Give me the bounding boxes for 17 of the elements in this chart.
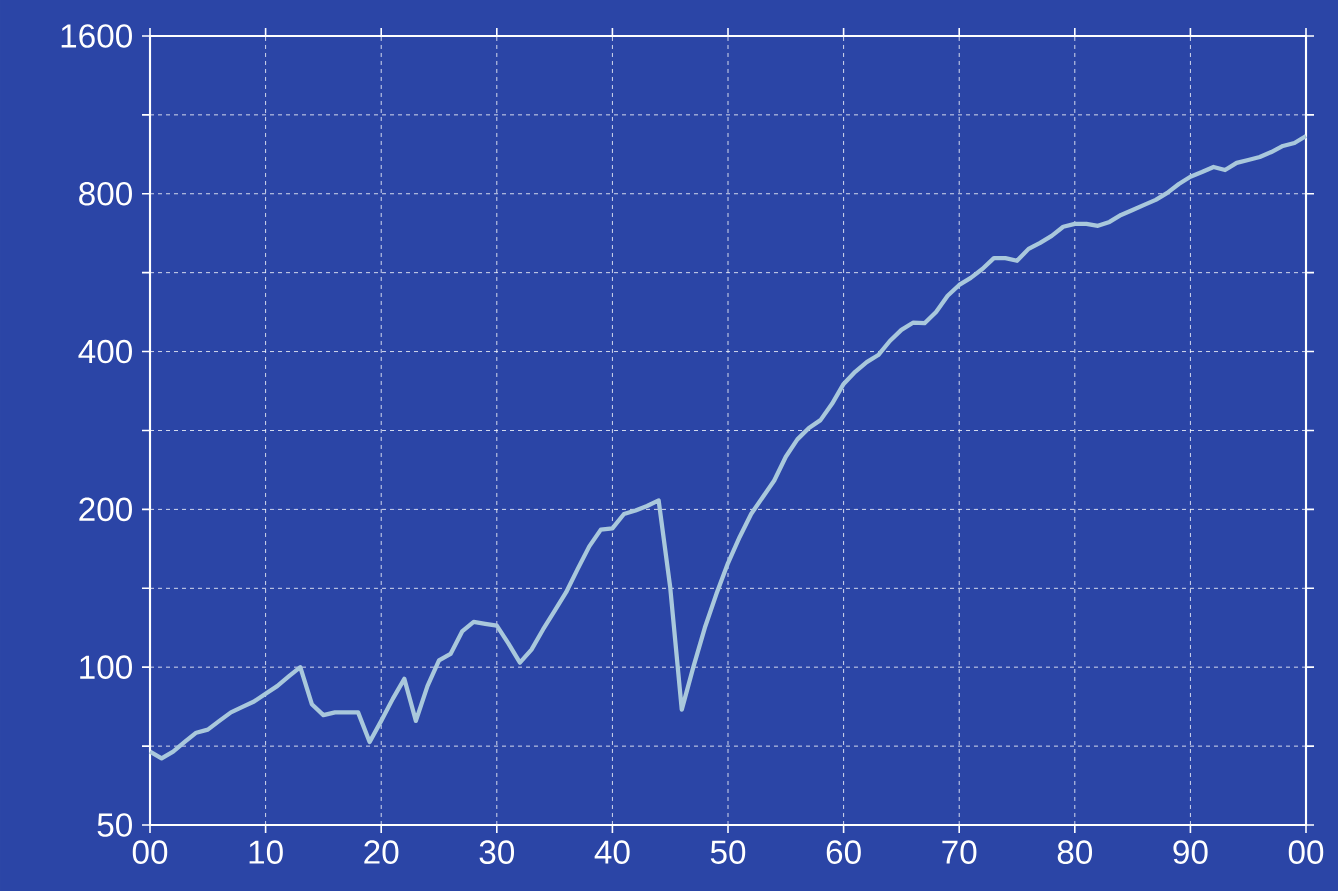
x-tick-label: 80 [1057, 840, 1093, 864]
x-tick-label: 30 [479, 840, 515, 864]
x-tick-label: 50 [710, 840, 746, 864]
x-tick-label: 00 [1288, 840, 1324, 864]
y-tick-label: 50 [97, 813, 132, 837]
x-tick-label: 90 [1173, 840, 1208, 864]
y-tick-label: 1600 [61, 24, 132, 48]
x-tick-label: 00 [132, 840, 168, 864]
x-tick-label: 10 [249, 840, 283, 864]
y-tick-label: 200 [79, 497, 132, 522]
y-tick-label: 100 [80, 655, 132, 679]
y-tick-label: 400 [78, 339, 132, 364]
y-tick-label: 800 [79, 181, 132, 206]
x-tick-label: 20 [364, 840, 399, 864]
x-tick-label: 60 [826, 840, 861, 864]
x-tick-label: 70 [942, 840, 977, 864]
x-tick-label: 40 [594, 840, 630, 864]
